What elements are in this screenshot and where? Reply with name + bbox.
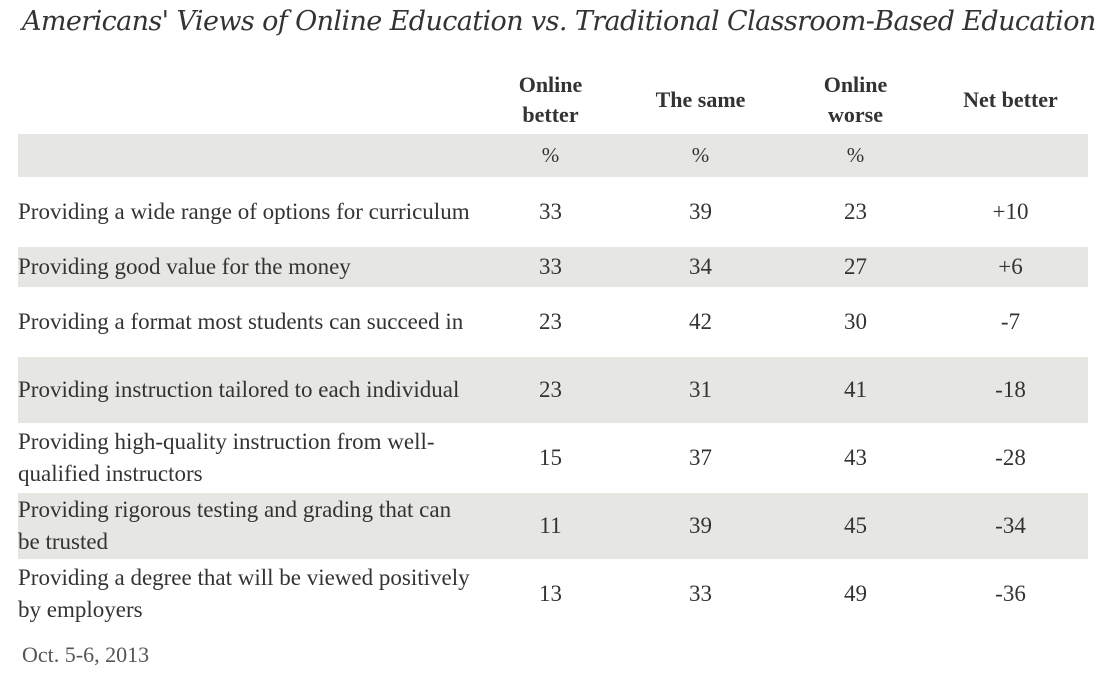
header-row: Online better The same Online worse Net … (18, 66, 1088, 134)
column-header-online-better: Online better (478, 66, 623, 134)
value-online-worse: 43 (778, 423, 933, 492)
value-net-better: -7 (933, 287, 1088, 356)
row-label: Providing rigorous testing and grading t… (18, 491, 478, 560)
value-online-better: 23 (478, 287, 623, 356)
unit-blank (18, 134, 478, 178)
value-online-worse: 49 (778, 559, 933, 627)
value-online-worse: 23 (778, 177, 933, 246)
table-row: Providing a format most students can suc… (18, 287, 1088, 356)
column-header-line2: worse (828, 102, 883, 127)
value-the-same: 33 (623, 559, 778, 627)
value-the-same: 31 (623, 355, 778, 424)
value-the-same: 42 (623, 287, 778, 356)
data-table: Online better The same Online worse Net … (18, 66, 1088, 627)
column-header-online-worse: Online worse (778, 66, 933, 134)
value-the-same: 39 (623, 491, 778, 560)
table-row: Providing high-quality instruction from … (18, 423, 1088, 492)
row-label: Providing instruction tailored to each i… (18, 355, 478, 424)
row-label: Providing high-quality instruction from … (18, 423, 478, 492)
header-blank (18, 66, 478, 134)
value-net-better: +6 (933, 245, 1088, 288)
unit-cell (933, 134, 1088, 178)
chart-title: Americans' Views of Online Education vs.… (22, 6, 1096, 37)
value-the-same: 37 (623, 423, 778, 492)
value-net-better: +10 (933, 177, 1088, 246)
table-row: Providing good value for the money 33 34… (18, 245, 1088, 288)
value-net-better: -18 (933, 355, 1088, 424)
row-label: Providing a wide range of options for cu… (18, 177, 478, 246)
column-header-line1: The same (655, 87, 746, 112)
value-net-better: -34 (933, 491, 1088, 560)
column-header-line2: better (522, 102, 579, 127)
unit-cell: % (778, 134, 933, 178)
value-online-better: 15 (478, 423, 623, 492)
value-online-better: 11 (478, 491, 623, 560)
unit-cell: % (478, 134, 623, 178)
column-header-line1: Net better (963, 87, 1058, 112)
value-the-same: 39 (623, 177, 778, 246)
column-header-net-better: Net better (933, 66, 1088, 134)
row-label: Providing a format most students can suc… (18, 287, 478, 356)
value-online-worse: 30 (778, 287, 933, 356)
value-the-same: 34 (623, 245, 778, 288)
value-online-worse: 27 (778, 245, 933, 288)
value-online-better: 23 (478, 355, 623, 424)
column-header-line1: Online (823, 72, 888, 97)
value-online-worse: 41 (778, 355, 933, 424)
value-net-better: -36 (933, 559, 1088, 627)
table-row: Providing a wide range of options for cu… (18, 177, 1088, 246)
column-header-line1: Online (518, 72, 583, 97)
value-online-worse: 45 (778, 491, 933, 560)
survey-date: Oct. 5-6, 2013 (22, 642, 150, 667)
unit-row: % % % (18, 134, 1088, 178)
row-label: Providing a degree that will be viewed p… (18, 559, 478, 627)
table-row: Providing a degree that will be viewed p… (18, 559, 1088, 627)
table-row: Providing instruction tailored to each i… (18, 355, 1088, 424)
column-header-the-same: The same (623, 66, 778, 134)
value-online-better: 33 (478, 245, 623, 288)
value-net-better: -28 (933, 423, 1088, 492)
value-online-better: 13 (478, 559, 623, 627)
value-online-better: 33 (478, 177, 623, 246)
unit-cell: % (623, 134, 778, 178)
table-row: Providing rigorous testing and grading t… (18, 491, 1088, 560)
row-label: Providing good value for the money (18, 245, 478, 288)
